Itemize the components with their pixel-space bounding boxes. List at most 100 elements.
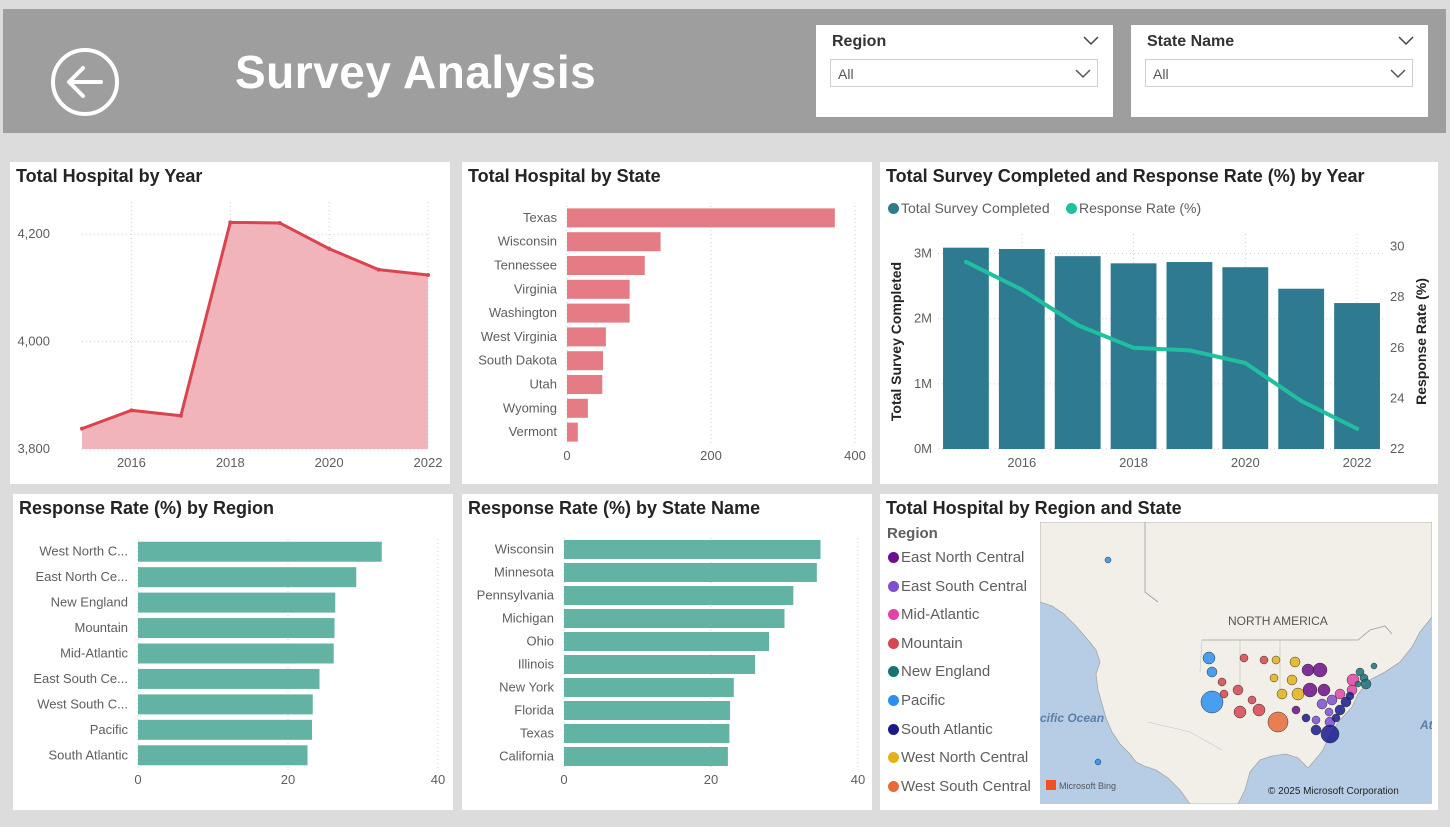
map-bubble bbox=[1286, 674, 1298, 686]
survey-response-chart[interactable]: 2016 2018 2020 2022 0M 1M 2M 3M 22 24 26 28 30 Total … bbox=[880, 162, 1438, 484]
data-point bbox=[277, 220, 282, 225]
map-bubble bbox=[1269, 673, 1279, 683]
map-copyright: © 2025 Microsoft Corporation bbox=[1268, 786, 1399, 797]
hospital-by-year-chart[interactable]: 2016 2018 2020 2022 3,800 4,000 4,200 bbox=[10, 162, 450, 484]
y-tick-label: West South C... bbox=[37, 696, 128, 711]
map-legend-item[interactable]: West South Central bbox=[888, 778, 1031, 795]
map-bubble bbox=[1289, 656, 1301, 668]
region-dropdown[interactable]: All bbox=[830, 59, 1098, 87]
y-tick-label: New England bbox=[51, 595, 128, 610]
map-legend-item[interactable]: Pacific bbox=[888, 692, 945, 709]
map-legend-title: Region bbox=[887, 525, 938, 542]
map-bubble bbox=[1206, 666, 1218, 678]
state-dropdown-value: All bbox=[1153, 66, 1169, 82]
legend-label: Mountain bbox=[901, 634, 963, 652]
state-dropdown[interactable]: All bbox=[1145, 59, 1413, 87]
map-bubble bbox=[1252, 703, 1266, 717]
map-legend-item[interactable]: East South Central bbox=[888, 578, 1027, 595]
y-axis-title: Total Survey Completed bbox=[888, 262, 904, 421]
y-tick-label: California bbox=[499, 749, 555, 764]
chevron-down-icon[interactable] bbox=[1083, 33, 1099, 47]
data-point bbox=[1187, 348, 1192, 353]
y-tick-label: 1M bbox=[914, 376, 932, 391]
bar bbox=[567, 422, 578, 442]
data-point bbox=[1243, 361, 1248, 365]
y-tick-label: Pennsylvania bbox=[477, 588, 555, 603]
response-by-state-chart[interactable]: 0 20 40 Wisconsin Minnesota Pennsylvania Michi… bbox=[462, 494, 872, 810]
legend-item-response[interactable]: Response Rate (%) bbox=[1066, 200, 1201, 216]
legend-label: Mid-Atlantic bbox=[901, 606, 980, 624]
x-tick-label: 400 bbox=[844, 448, 866, 463]
map-legend-item[interactable]: West North Central bbox=[888, 749, 1028, 766]
y-tick-label: 3M bbox=[914, 246, 932, 261]
map-bubble bbox=[1320, 724, 1340, 744]
map-view[interactable]: NORTH AMERICA cific Ocean At Microsoft B… bbox=[1040, 522, 1432, 804]
page-title: Survey Analysis bbox=[235, 46, 597, 98]
legend-dot bbox=[888, 666, 899, 678]
hospital-by-state-chart[interactable]: 0 200 400 Texas Wisconsin Tennessee Virginia Wa… bbox=[462, 162, 872, 484]
x-tick-label: 40 bbox=[851, 772, 865, 787]
data-point bbox=[178, 413, 183, 418]
hospital-by-year-card: Total Hospital by Year 2016 2018 2020 2022 3… bbox=[10, 162, 450, 484]
region-slicer[interactable]: Region All bbox=[816, 25, 1113, 117]
bar bbox=[1110, 263, 1157, 449]
bar bbox=[564, 540, 821, 559]
bar bbox=[1278, 288, 1325, 449]
map-label-ocean: cific Ocean bbox=[1040, 711, 1104, 725]
legend-label: New England bbox=[901, 663, 991, 681]
bar bbox=[564, 563, 817, 582]
series-line bbox=[81, 220, 429, 431]
map-legend-item[interactable]: Mountain bbox=[888, 635, 963, 652]
map-bubble bbox=[1370, 662, 1378, 670]
hospital-by-state-card: Total Hospital by State 0 200 400 Texas Wisc… bbox=[462, 162, 872, 484]
x-tick-label: 20 bbox=[704, 772, 718, 787]
legend-dot bbox=[888, 609, 899, 621]
map-bubble bbox=[1301, 663, 1315, 677]
chevron-down-icon[interactable] bbox=[1398, 33, 1414, 47]
x-tick-label: 2020 bbox=[315, 455, 344, 470]
map-bubble bbox=[1276, 688, 1288, 700]
map-bubble bbox=[1345, 691, 1355, 701]
map-bubble bbox=[1200, 690, 1224, 714]
legend-dot bbox=[888, 637, 899, 649]
map-bubble bbox=[1219, 689, 1229, 699]
chart-title: Response Rate (%) by State Name bbox=[468, 498, 761, 518]
state-slicer[interactable]: State Name All bbox=[1131, 25, 1428, 117]
x-tick-label: 2016 bbox=[117, 455, 146, 470]
bar bbox=[567, 208, 835, 228]
map-bubble bbox=[1259, 655, 1269, 665]
bar bbox=[138, 592, 336, 613]
map-legend-item[interactable]: Mid-Atlantic bbox=[888, 606, 979, 623]
chart-title: Total Hospital by State bbox=[468, 166, 661, 186]
response-by-region-chart[interactable]: 0 20 40 West North C... East North Ce... New … bbox=[13, 494, 453, 810]
back-arrow-icon[interactable] bbox=[49, 46, 121, 118]
map-bubble bbox=[1302, 682, 1318, 698]
y-tick-label: Washington bbox=[489, 305, 557, 320]
y-tick-label: Mid-Atlantic bbox=[60, 646, 128, 661]
data-point bbox=[228, 220, 233, 225]
map-bubble bbox=[1233, 705, 1247, 719]
legend-label: West South Central bbox=[901, 777, 1031, 795]
map-legend-item[interactable]: East North Central bbox=[888, 549, 1024, 566]
bar bbox=[1334, 303, 1380, 449]
legend-item-survey[interactable]: Total Survey Completed bbox=[888, 200, 1050, 216]
legend-dot bbox=[888, 752, 899, 764]
map-bubble bbox=[1331, 713, 1341, 723]
map-bubble bbox=[1217, 677, 1227, 687]
y-tick-label: South Atlantic bbox=[49, 747, 129, 762]
y-tick-label: 0M bbox=[914, 441, 932, 456]
y-tick-label: Mountain bbox=[75, 620, 128, 635]
bar bbox=[567, 375, 603, 394]
map-legend-item[interactable]: New England bbox=[888, 663, 990, 680]
y-tick-label: Utah bbox=[530, 377, 557, 392]
map-bubble bbox=[1355, 667, 1365, 677]
map-border bbox=[1144, 522, 1393, 641]
legend-dot bbox=[888, 695, 899, 706]
map-bubble bbox=[1334, 688, 1346, 700]
map-legend-item[interactable]: South Atlantic bbox=[888, 721, 993, 738]
legend-label: East North Central bbox=[901, 549, 1025, 566]
bar bbox=[138, 745, 308, 766]
map-bubble bbox=[1326, 694, 1338, 706]
x-tick-label: 0 bbox=[560, 772, 567, 787]
y2-tick-label: 28 bbox=[1390, 289, 1404, 304]
